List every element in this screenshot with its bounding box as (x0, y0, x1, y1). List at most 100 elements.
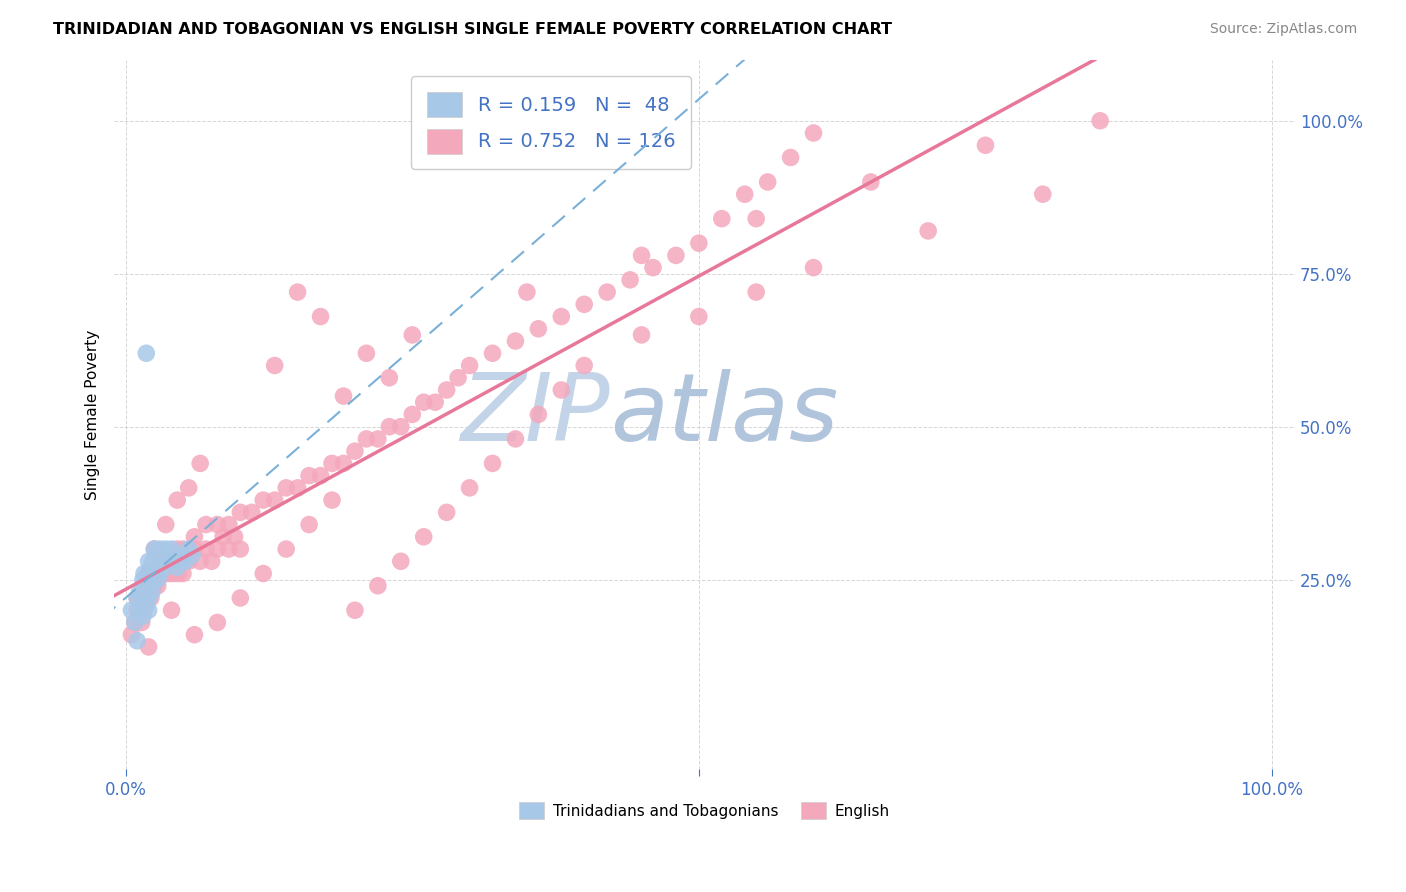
Point (165, 554, 187, 568)
Point (132, 609, 155, 624)
Point (127, 591, 149, 605)
Point (229, 591, 252, 605)
Point (276, 542, 298, 557)
Point (803, 126, 825, 140)
Point (141, 585, 163, 599)
Point (142, 554, 165, 568)
Point (619, 273, 641, 287)
Point (135, 597, 157, 611)
Point (188, 457, 211, 471)
Point (145, 548, 167, 562)
Point (378, 419, 401, 434)
Point (132, 603, 155, 617)
Point (229, 505, 252, 519)
Point (188, 554, 211, 568)
Point (155, 566, 177, 581)
Point (166, 542, 188, 557)
Point (143, 542, 166, 557)
Point (194, 542, 217, 557)
Point (803, 260, 825, 275)
Point (194, 517, 217, 532)
Point (630, 248, 652, 262)
Point (155, 554, 177, 568)
Point (183, 530, 205, 544)
Point (332, 389, 354, 403)
Point (207, 517, 229, 532)
Point (149, 542, 172, 557)
Point (160, 554, 183, 568)
Point (252, 566, 274, 581)
Point (135, 346, 157, 360)
Point (138, 554, 160, 568)
Point (447, 370, 470, 384)
Point (167, 566, 190, 581)
Point (287, 285, 309, 299)
Point (146, 579, 169, 593)
Point (917, 224, 939, 238)
Point (138, 591, 160, 605)
Point (367, 432, 389, 446)
Point (1032, 187, 1054, 202)
Point (177, 542, 200, 557)
Point (120, 628, 142, 642)
Point (974, 138, 997, 153)
Point (155, 542, 177, 557)
Point (321, 457, 343, 471)
Point (138, 579, 160, 593)
Point (401, 408, 423, 422)
Point (149, 554, 172, 568)
Point (412, 395, 434, 409)
Point (287, 481, 309, 495)
Point (356, 432, 378, 446)
Point (163, 548, 186, 562)
Point (132, 566, 155, 581)
Point (166, 493, 188, 508)
Point (505, 432, 527, 446)
Point (252, 493, 274, 508)
Point (170, 554, 193, 568)
Point (527, 322, 550, 336)
Point (150, 554, 173, 568)
Point (309, 468, 332, 483)
Point (139, 573, 162, 587)
Point (145, 566, 167, 581)
Point (146, 560, 169, 574)
Point (172, 548, 194, 562)
Y-axis label: Single Female Poverty: Single Female Poverty (86, 329, 100, 500)
Point (157, 548, 180, 562)
Text: Source: ZipAtlas.com: Source: ZipAtlas.com (1209, 22, 1357, 37)
Point (143, 573, 166, 587)
Point (1088, 113, 1111, 128)
Point (505, 334, 527, 348)
Point (436, 505, 458, 519)
Point (143, 542, 166, 557)
Point (389, 419, 412, 434)
Text: ZIP: ZIP (461, 369, 610, 460)
Point (132, 591, 155, 605)
Point (240, 505, 263, 519)
Point (142, 579, 165, 593)
Point (149, 566, 172, 581)
Point (356, 346, 378, 360)
Legend: Trinidadians and Tobagonians, English: Trinidadians and Tobagonians, English (513, 796, 896, 825)
Point (153, 566, 176, 581)
Point (145, 554, 167, 568)
Point (745, 285, 768, 299)
Point (516, 285, 538, 299)
Point (201, 554, 224, 568)
Point (298, 468, 321, 483)
Point (160, 603, 183, 617)
Point (527, 408, 550, 422)
Point (135, 579, 157, 593)
Point (124, 615, 146, 630)
Point (139, 560, 162, 574)
Point (138, 566, 160, 581)
Point (481, 346, 503, 360)
Point (138, 579, 160, 593)
Point (153, 560, 176, 574)
Point (745, 211, 768, 226)
Point (146, 573, 169, 587)
Point (378, 370, 401, 384)
Text: atlas: atlas (610, 369, 838, 460)
Point (177, 554, 200, 568)
